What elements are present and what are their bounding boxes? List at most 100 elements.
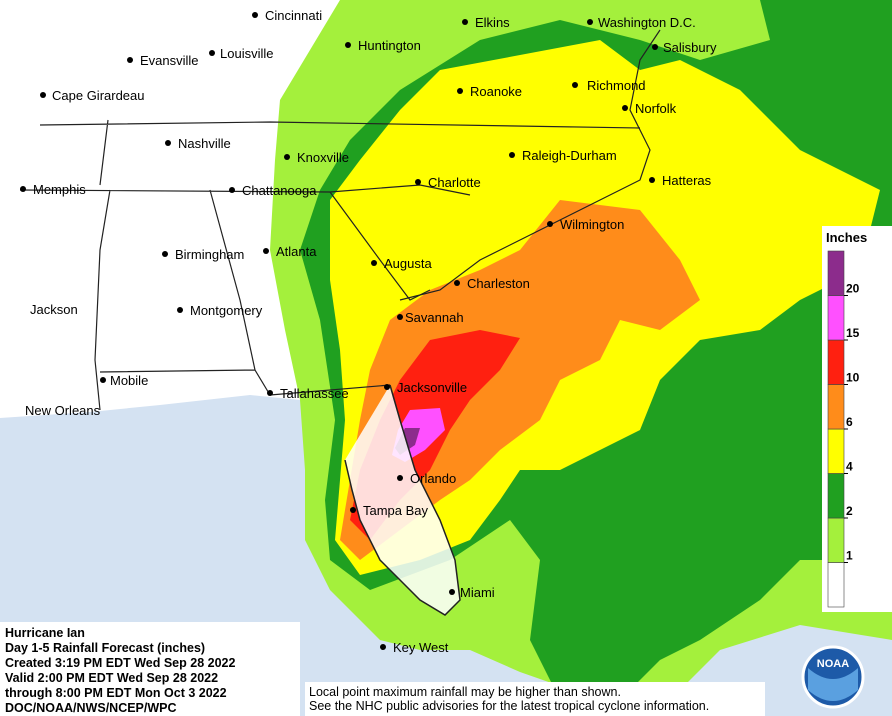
legend-tick-label: 6: [846, 415, 853, 429]
city-dot: [209, 50, 215, 56]
city-dot: [547, 221, 553, 227]
legend-tick-label: 2: [846, 504, 853, 518]
coastline: [399, 29, 661, 301]
city-dot: [572, 82, 578, 88]
info-line: Valid 2:00 PM EDT Wed Sep 28 2022: [5, 671, 218, 685]
legend-swatch: [827, 473, 845, 519]
city-dot: [165, 140, 171, 146]
city-dot: [587, 19, 593, 25]
city-label: Savannah: [405, 310, 464, 325]
legend-tick-label: 10: [846, 371, 860, 385]
city-dot: [509, 152, 515, 158]
city-label: Tampa Bay: [363, 503, 429, 518]
city-dot: [20, 186, 26, 192]
city-label: Elkins: [475, 15, 510, 30]
city-label: Mobile: [110, 373, 148, 388]
city-label: Charleston: [467, 276, 530, 291]
city-label: Wilmington: [560, 217, 624, 232]
city-dot: [397, 475, 403, 481]
legend-swatch: [827, 295, 845, 341]
city-label: Jacksonville: [397, 380, 467, 395]
info-line: DOC/NOAA/NWS/NCEP/WPC: [5, 701, 177, 715]
disclaimer-box: [305, 682, 765, 716]
info-line: Hurricane Ian: [5, 626, 85, 640]
city-dot: [162, 251, 168, 257]
city-label: Montgomery: [190, 303, 263, 318]
city-label: Salisbury: [663, 40, 717, 55]
legend-tick-label: 15: [846, 326, 860, 340]
legend-swatch: [827, 384, 845, 430]
city-label: Atlanta: [276, 244, 317, 259]
city-dot: [177, 307, 183, 313]
city-dot: [384, 384, 390, 390]
city-label: Orlando: [410, 471, 456, 486]
info-line: through 8:00 PM EDT Mon Oct 3 2022: [5, 686, 227, 700]
city-label: Charlotte: [428, 175, 481, 190]
city-dot: [127, 57, 133, 63]
city-label: Hatteras: [662, 173, 712, 188]
legend-swatch: [827, 517, 845, 563]
disclaimer-line: Local point maximum rainfall may be high…: [309, 685, 621, 699]
city-label: Raleigh-Durham: [522, 148, 617, 163]
city-label: Huntington: [358, 38, 421, 53]
legend-swatch: [827, 250, 845, 296]
city-dot: [652, 44, 658, 50]
city-dot: [252, 12, 258, 18]
logo-wave: [808, 668, 858, 701]
city-label: Memphis: [33, 182, 86, 197]
city-label: Key West: [393, 640, 449, 655]
legend-swatch: [827, 562, 845, 608]
info-line: Day 1-5 Rainfall Forecast (inches): [5, 641, 205, 655]
legend-title: Inches: [826, 230, 867, 245]
disclaimer-line: See the NHC public advisories for the la…: [309, 699, 709, 713]
city-label: Louisville: [220, 46, 273, 61]
state-borders: [19, 119, 641, 411]
legend: Inches 1 2 4 6 10 15 20: [822, 226, 892, 612]
city-label: Norfolk: [635, 101, 677, 116]
city-label: New Orleans: [25, 403, 101, 418]
city-dot: [40, 92, 46, 98]
city-label: Cincinnati: [265, 8, 322, 23]
city-dot: [415, 179, 421, 185]
city-dot: [462, 19, 468, 25]
city-dot: [284, 154, 290, 160]
city-dot: [380, 644, 386, 650]
city-dot: [100, 377, 106, 383]
florida-peninsula: [344, 384, 461, 616]
city-label: Cape Girardeau: [52, 88, 145, 103]
legend-tick-label: 4: [846, 460, 853, 474]
city-dot: [371, 260, 377, 266]
city-label: Knoxville: [297, 150, 349, 165]
city-dot: [649, 177, 655, 183]
city-label: Miami: [460, 585, 495, 600]
city-dot: [229, 187, 235, 193]
city-label: Nashville: [178, 136, 231, 151]
city-layer: Cincinnati Elkins Washington D.C. Evansvill…: [20, 8, 717, 655]
city-label: Jackson: [30, 302, 78, 317]
disclaimer-text: Local point maximum rainfall may be high…: [309, 685, 709, 713]
city-label: Chattanooga: [242, 183, 317, 198]
info-box: [0, 622, 300, 716]
city-label: Birmingham: [175, 247, 244, 262]
city-label: Evansville: [140, 53, 199, 68]
city-dot: [345, 42, 351, 48]
legend-swatch: [827, 339, 845, 385]
city-dot: [267, 390, 273, 396]
city-dot: [350, 507, 356, 513]
legend-tick-label: 1: [846, 549, 853, 563]
city-dot: [449, 589, 455, 595]
city-label: Roanoke: [470, 84, 522, 99]
legend-swatch: [827, 428, 845, 474]
city-label: Richmond: [587, 78, 646, 93]
city-dot: [263, 248, 269, 254]
city-dot: [397, 314, 403, 320]
city-label: Tallahassee: [280, 386, 349, 401]
logo-text: NOAA: [817, 658, 849, 670]
city-label: Washington D.C.: [598, 15, 696, 30]
city-dot: [457, 88, 463, 94]
legend-tick-label: 20: [846, 282, 860, 296]
city-dot: [454, 280, 460, 286]
info-line: Created 3:19 PM EDT Wed Sep 28 2022: [5, 656, 235, 670]
